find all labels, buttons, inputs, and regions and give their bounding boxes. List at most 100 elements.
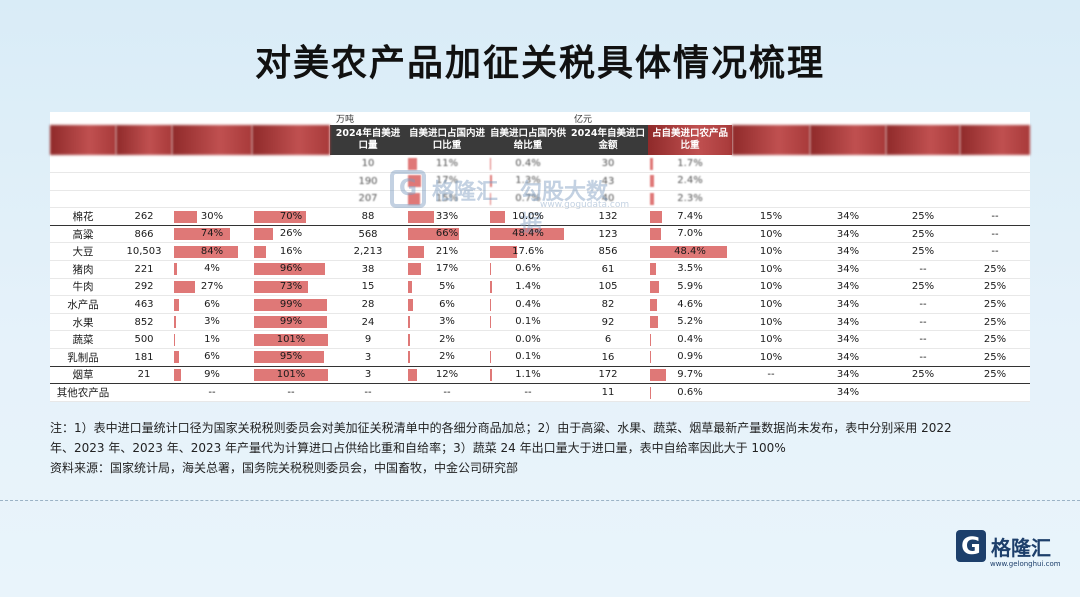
- share-a-bar: [174, 263, 178, 276]
- amount-share: 1.7%: [648, 155, 732, 174]
- import-share: 12%: [406, 366, 488, 385]
- table-row: 高粱 866 74% 26% 568 66% 48.4% 123 7.0% 10% 34% 25% --: [50, 225, 1031, 244]
- tariff-4: [960, 190, 1031, 209]
- note-line-2: 年、2023 年、2023 年、2023 年产量代为计算进口占供给比重和自给率；…: [50, 441, 786, 455]
- amount-2024: 61: [568, 260, 648, 279]
- logo-brand: 格隆汇: [991, 536, 1051, 560]
- amount-2024: 43: [568, 172, 648, 191]
- table-row: 棉花 262 30% 70% 88 33% 10.0% 132 7.4% 15% 34% 25% --: [50, 207, 1031, 226]
- amount-2024: 40: [568, 190, 648, 209]
- amount-share: 3.5%: [648, 260, 732, 279]
- unit-yi-yuan: 亿元: [574, 115, 593, 125]
- tariff-1: 10%: [732, 260, 810, 279]
- watermark-logo-icon: G: [390, 170, 426, 208]
- watermark-brand: 格隆汇: [432, 180, 499, 205]
- share-b: [252, 190, 330, 209]
- amount-share: 7.0%: [648, 225, 732, 244]
- amount-2024: 11: [568, 383, 648, 402]
- tariff-1: 10%: [732, 278, 810, 297]
- import-2024: 9: [330, 330, 406, 350]
- domestic-value: 10,503: [116, 242, 172, 262]
- share-b-bar: [254, 245, 266, 258]
- product-name: [50, 190, 116, 209]
- import-share-bar: [408, 245, 425, 258]
- amount-2024: 123: [568, 225, 648, 244]
- import-share: 11%: [406, 155, 488, 174]
- tariff-2: [810, 155, 886, 174]
- tariff-1: 15%: [732, 207, 810, 226]
- domestic-value: 292: [116, 278, 172, 297]
- amount-share-label: 4.6%: [677, 298, 703, 310]
- share-b: 96%: [252, 260, 330, 279]
- tariff-2: 34%: [810, 278, 886, 297]
- tariff-4: 25%: [960, 330, 1031, 350]
- tariff-2: [810, 172, 886, 191]
- share-a: [172, 155, 252, 174]
- tariff-4: [960, 383, 1031, 402]
- share-a: 6%: [172, 348, 252, 367]
- share-b-bar: [254, 351, 325, 364]
- tariff-3: 25%: [886, 225, 960, 244]
- amount-share: 2.3%: [648, 190, 732, 209]
- import-2024: 28: [330, 295, 406, 314]
- domestic-value: [116, 383, 172, 402]
- share-b-bar: [254, 368, 328, 381]
- table-row: 猪肉 221 4% 96% 38 17% 0.6% 61 3.5% 10% 34% -- 25%: [50, 260, 1031, 279]
- supply-share-bar: [490, 245, 517, 258]
- tariff-4: 25%: [960, 366, 1031, 385]
- share-a-bar: [174, 333, 175, 346]
- page-title: 对美农产品加征关税具体情况梳理: [254, 43, 825, 84]
- supply-share-label: 1.1%: [515, 368, 541, 380]
- share-a: --: [172, 383, 252, 402]
- share-a-label: 84%: [200, 245, 224, 257]
- domestic-value: 262: [116, 207, 172, 226]
- supply-share: 1.4%: [488, 278, 568, 297]
- domestic-value: 852: [116, 313, 172, 332]
- domestic-value: [116, 155, 172, 174]
- supply-share-label: 10.0%: [512, 210, 544, 222]
- import-share-label: 21%: [435, 245, 459, 257]
- logo-g-icon: G: [956, 530, 986, 562]
- amount-share-label: 5.2%: [677, 316, 703, 328]
- tariff-4: 25%: [960, 313, 1031, 332]
- share-a: 30%: [172, 207, 252, 226]
- share-b-bar: [254, 263, 326, 276]
- share-a-bar: [174, 351, 179, 364]
- tariff-4: 25%: [960, 348, 1031, 367]
- amount-share: 9.7%: [648, 366, 732, 385]
- amount-share-bar: [650, 228, 662, 241]
- header-blurred: x: [116, 125, 172, 155]
- product-name: 水果: [50, 313, 116, 332]
- import-2024: 15: [330, 278, 406, 297]
- share-b: --: [252, 383, 330, 402]
- amount-share: 0.4%: [648, 330, 732, 350]
- supply-share: 48.4%: [488, 225, 568, 244]
- share-b-bar: [254, 228, 274, 241]
- import-share: 2%: [406, 330, 488, 350]
- share-b: 73%: [252, 278, 330, 297]
- amount-share: 48.4%: [648, 242, 732, 262]
- supply-share-bar: [490, 368, 492, 381]
- tariff-3: --: [886, 295, 960, 314]
- tariff-4: --: [960, 225, 1031, 244]
- supply-share-bar: [490, 192, 492, 205]
- product-name: 烟草: [50, 366, 116, 385]
- import-share-label: 11%: [435, 157, 459, 169]
- amount-share-bar: [650, 175, 654, 188]
- amount-2024: 105: [568, 278, 648, 297]
- brand-logo: G 格隆汇 www.gelonghui.com: [956, 530, 1061, 570]
- domestic-value: 181: [116, 348, 172, 367]
- share-a-bar: [174, 280, 195, 293]
- import-share-bar: [408, 192, 420, 205]
- import-2024: 10: [330, 155, 406, 174]
- amount-share-label: 1.7%: [677, 157, 703, 169]
- import-share: 17%: [406, 260, 488, 279]
- share-a-label: 30%: [200, 210, 224, 222]
- import-share-bar: [408, 333, 410, 346]
- tariff-4: --: [960, 207, 1031, 226]
- supply-share-bar: [490, 157, 491, 170]
- tariff-4: 25%: [960, 295, 1031, 314]
- amount-share-label: 0.4%: [677, 333, 703, 345]
- amount-2024: 82: [568, 295, 648, 314]
- amount-share-label: 2.4%: [677, 175, 703, 187]
